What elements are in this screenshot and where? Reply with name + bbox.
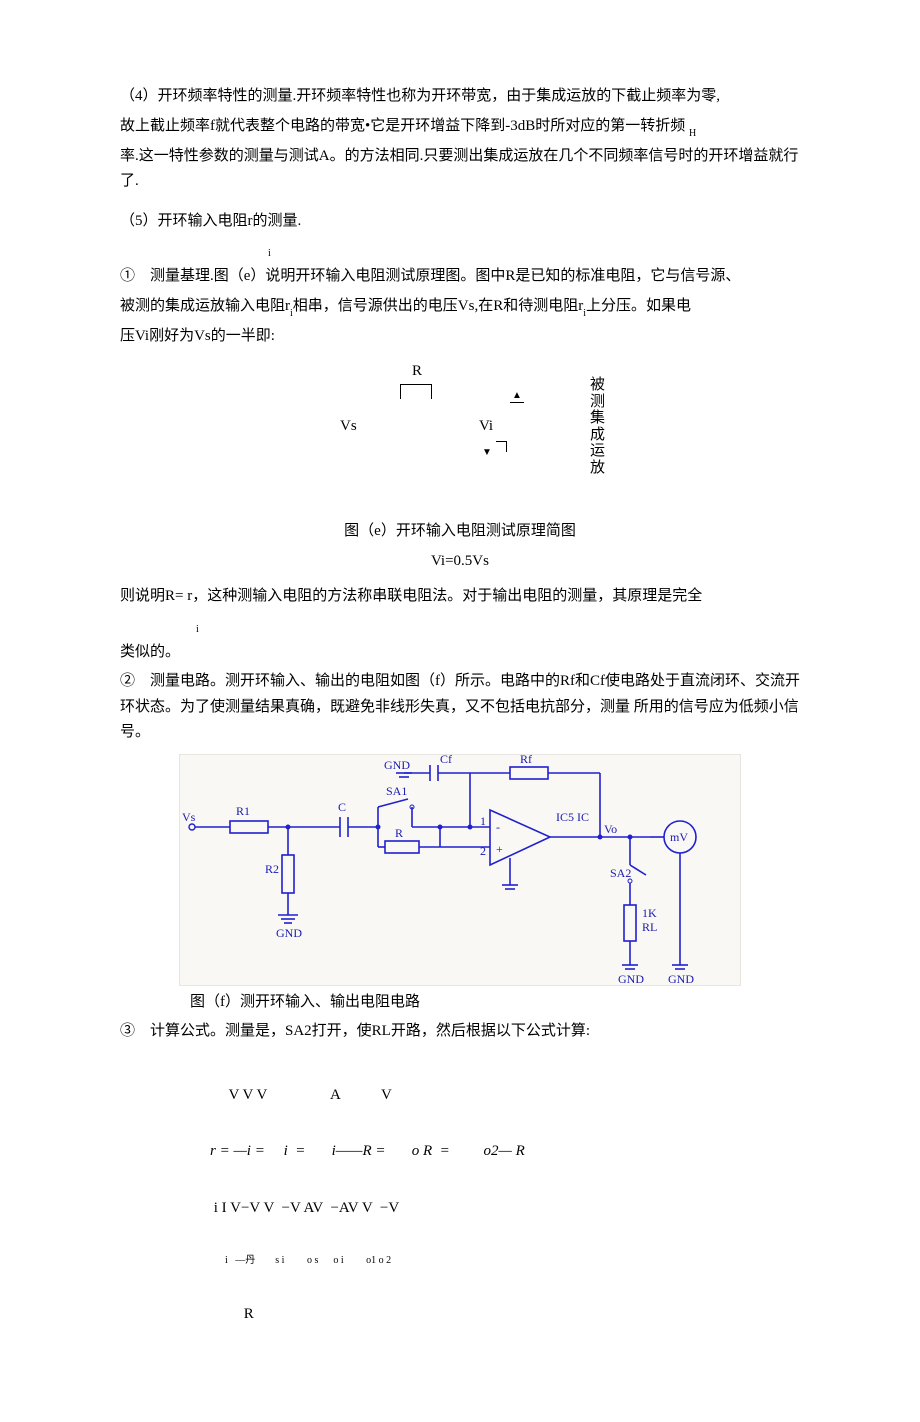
fig-e-bracket-icon bbox=[496, 441, 507, 452]
figure-f: Vs R1 R2 GND C SA1 R bbox=[179, 754, 741, 986]
fig-f-R1: R1 bbox=[236, 804, 250, 818]
para-4b-sub: H bbox=[689, 128, 696, 139]
fig-f-IC: IC5 IC bbox=[556, 810, 589, 824]
fig-f-C: C bbox=[338, 800, 346, 814]
fig-f-pin1: 1 bbox=[480, 814, 486, 828]
figure-e: R Vs Vi 被测集成运放 bbox=[260, 359, 660, 489]
formula-row5: R bbox=[210, 1305, 800, 1324]
fig-f-SA1: SA1 bbox=[386, 784, 407, 798]
fig-e-right-label: 被测集成运放 bbox=[590, 377, 606, 476]
para-5b: 被测的集成运放输入电阻ri相串，信号源供出的电压Vs,在R和待测电阻ri上分压。… bbox=[120, 294, 800, 320]
para-4: （4）开环频率特性的测量.开环频率特性也称为开环带宽，由于集成运放的下截止频率为… bbox=[120, 84, 800, 110]
fig-f-GND4: GND bbox=[668, 972, 694, 985]
fig-f-plus: + bbox=[496, 842, 503, 856]
fig-f-RL2: RL bbox=[642, 920, 657, 934]
para-5b-s1: i bbox=[290, 308, 293, 319]
fig-f-RL1: 1K bbox=[642, 906, 657, 920]
fig-e-Vs: Vs bbox=[340, 414, 357, 440]
fig-f-R2: R2 bbox=[265, 862, 279, 876]
para-10: ② 测量电路。测开环输入、输出的电阻如图（f）所示。电路中的Rf和Cf使电路处于… bbox=[120, 669, 800, 746]
fig-f-Vo: Vo bbox=[604, 822, 617, 836]
fig-f-GND2: GND bbox=[384, 758, 410, 772]
fig-f-pin2: 2 bbox=[480, 844, 486, 858]
fig-e-R-label: R bbox=[412, 359, 422, 385]
formula-row1: V V V A V bbox=[210, 1086, 800, 1105]
para-4b: 故上截止频率f就代表整个电路的带宽•它是开环增益下降到-3dB时所对应的第一转折… bbox=[120, 114, 800, 140]
fig-e-arrow-down-icon bbox=[482, 439, 492, 465]
formula-block: V V V A V r = —i = i = i——R = o R = o2— … bbox=[210, 1049, 800, 1343]
para-5-sub: i bbox=[268, 248, 271, 259]
para-5: （5）开环输入电阻r的测量. i bbox=[120, 209, 800, 261]
fig-f-SA2: SA2 bbox=[610, 866, 631, 880]
fig-f-GND3: GND bbox=[618, 972, 644, 985]
formula-row3: i I V−V V −V AV −AV V −V bbox=[210, 1199, 800, 1218]
caption-e: 图（e）开环输入电阻测试原理简图 bbox=[120, 519, 800, 545]
caption-f: 图（f）测开环输入、输出电阻电路 bbox=[190, 990, 800, 1016]
fig-f-Vs: Vs bbox=[182, 810, 196, 824]
para-5a: ① 测量基理.图（e）说明开环输入电阻测试原理图。图中R是已知的标准电阻，它与信… bbox=[120, 264, 800, 290]
fig-e-arrow-up-icon bbox=[510, 387, 524, 403]
fig-f-Cf: Cf bbox=[440, 755, 452, 766]
para-4b-text: 故上截止频率f就代表整个电路的带宽•它是开环增益下降到-3dB时所对应的第一转折… bbox=[120, 118, 685, 134]
para-5b-s2: i bbox=[583, 308, 586, 319]
para-11: ③ 计算公式。测量是，SA2打开，使RL开路，然后根据以下公式计算: bbox=[120, 1019, 800, 1045]
para-5b-t3: 上分压。如果电 bbox=[586, 298, 691, 314]
fig-f-R: R bbox=[395, 826, 403, 840]
para-5c: 压Vi刚好为Vs的一半即: bbox=[120, 324, 800, 350]
fig-e-Vi: Vi bbox=[479, 414, 493, 440]
equation-e: Vi=0.5Vs bbox=[120, 549, 800, 575]
para-8-sub: i bbox=[196, 624, 199, 635]
para-5-text: （5）开环输入电阻r的测量. bbox=[120, 213, 301, 229]
fig-f-GND1: GND bbox=[276, 926, 302, 940]
formula-row2: r = —i = i = i——R = o R = o2— R bbox=[210, 1142, 800, 1161]
formula-row4: i —丹 s i o s o i o1 o 2 bbox=[210, 1255, 800, 1268]
fig-f-mV: mV bbox=[670, 830, 688, 844]
fig-f-minus: - bbox=[496, 820, 500, 834]
para-8-text: 则说明R= r，这种测输入电阻的方法称串联电阻法。对于输出电阻的测量，其原理是完… bbox=[120, 588, 702, 604]
para-8: 则说明R= r，这种测输入电阻的方法称串联电阻法。对于输出电阻的测量，其原理是完… bbox=[120, 584, 800, 636]
para-9: 类似的。 bbox=[120, 640, 800, 666]
para-4c: 率.这一特性参数的测量与测试A。的方法相同.只要测出集成运放在几个不同频率信号时… bbox=[120, 144, 800, 195]
para-5b-t1: 被测的集成运放输入电阻r bbox=[120, 298, 290, 314]
fig-e-R-box bbox=[400, 384, 432, 399]
para-5b-t2: 相串，信号源供出的电压Vs,在R和待测电阻r bbox=[293, 298, 583, 314]
fig-f-Rf: Rf bbox=[520, 755, 532, 766]
